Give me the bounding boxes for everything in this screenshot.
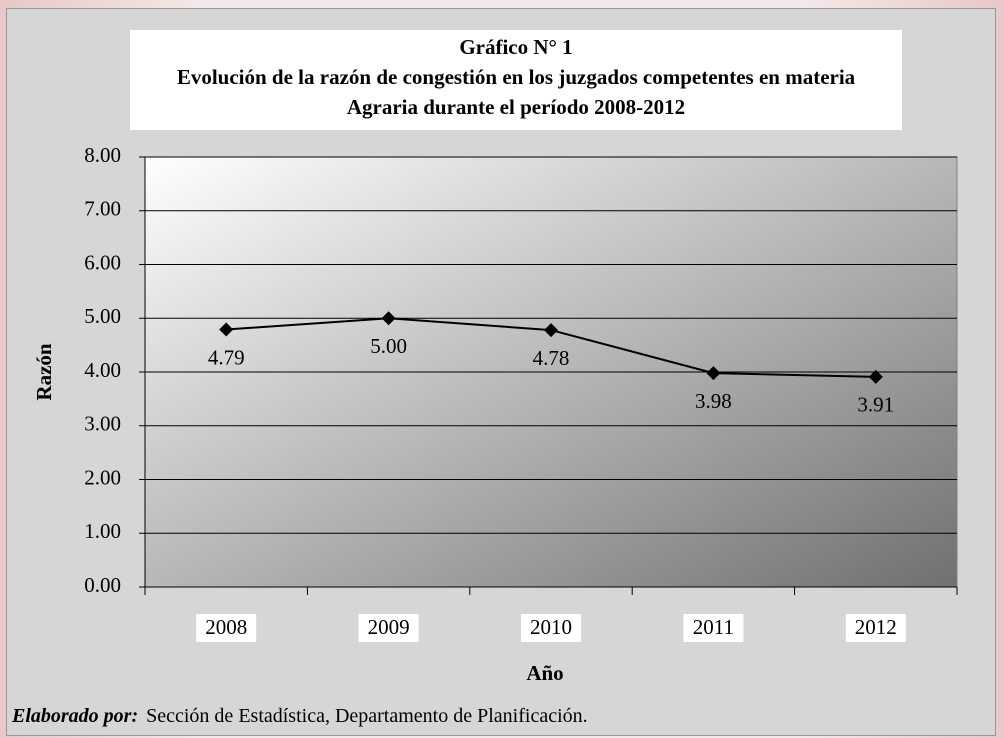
footer-label: Elaborado por: bbox=[12, 705, 139, 727]
y-tick-label: 4.00 bbox=[84, 358, 121, 382]
data-label: 3.98 bbox=[695, 389, 732, 413]
y-tick-label: 1.00 bbox=[84, 519, 121, 543]
x-tick-label-box bbox=[358, 614, 419, 642]
y-tick-label: 3.00 bbox=[84, 412, 121, 436]
data-label: 5.00 bbox=[370, 334, 407, 358]
chart-subtitle: Evolución de la razón de congestión en l… bbox=[176, 65, 856, 119]
x-tick-label: 2011 bbox=[693, 615, 734, 639]
x-tick-label-box bbox=[845, 614, 906, 642]
x-axis-label: Año bbox=[526, 661, 563, 685]
y-tick-label: 0.00 bbox=[84, 573, 121, 597]
x-tick-label: 2008 bbox=[205, 615, 247, 639]
data-label: 3.91 bbox=[857, 393, 894, 417]
x-tick-label: 2012 bbox=[855, 615, 897, 639]
marker bbox=[381, 311, 396, 326]
y-tick-label: 6.00 bbox=[84, 250, 121, 274]
y-tick-label: 5.00 bbox=[84, 304, 121, 328]
marker bbox=[706, 366, 721, 381]
x-tick-label-box bbox=[196, 614, 257, 642]
marker bbox=[219, 322, 234, 337]
y-axis-label: Razón bbox=[32, 343, 56, 400]
marker bbox=[544, 323, 558, 338]
x-tick-label: 2009 bbox=[368, 615, 410, 639]
marker bbox=[868, 369, 883, 384]
footer: Elaborado por: Sección de Estadística, De… bbox=[12, 705, 588, 728]
chart-title: Gráfico N° 1 bbox=[459, 35, 573, 59]
data-label: 4.79 bbox=[208, 345, 245, 369]
x-tick-label: 2010 bbox=[530, 615, 572, 639]
y-tick-label: 2.00 bbox=[84, 465, 121, 489]
x-tick-label-box bbox=[683, 614, 744, 642]
x-tick-label-box bbox=[521, 614, 581, 642]
title-box: Gráfico N° 1 Evolución de la razón de co… bbox=[130, 30, 902, 130]
y-tick-label: 8.00 bbox=[84, 143, 121, 167]
data-label: 4.78 bbox=[533, 346, 570, 370]
y-tick-label: 7.00 bbox=[84, 197, 121, 221]
footer-text: Sección de Estadística, Departamento de … bbox=[146, 705, 588, 727]
